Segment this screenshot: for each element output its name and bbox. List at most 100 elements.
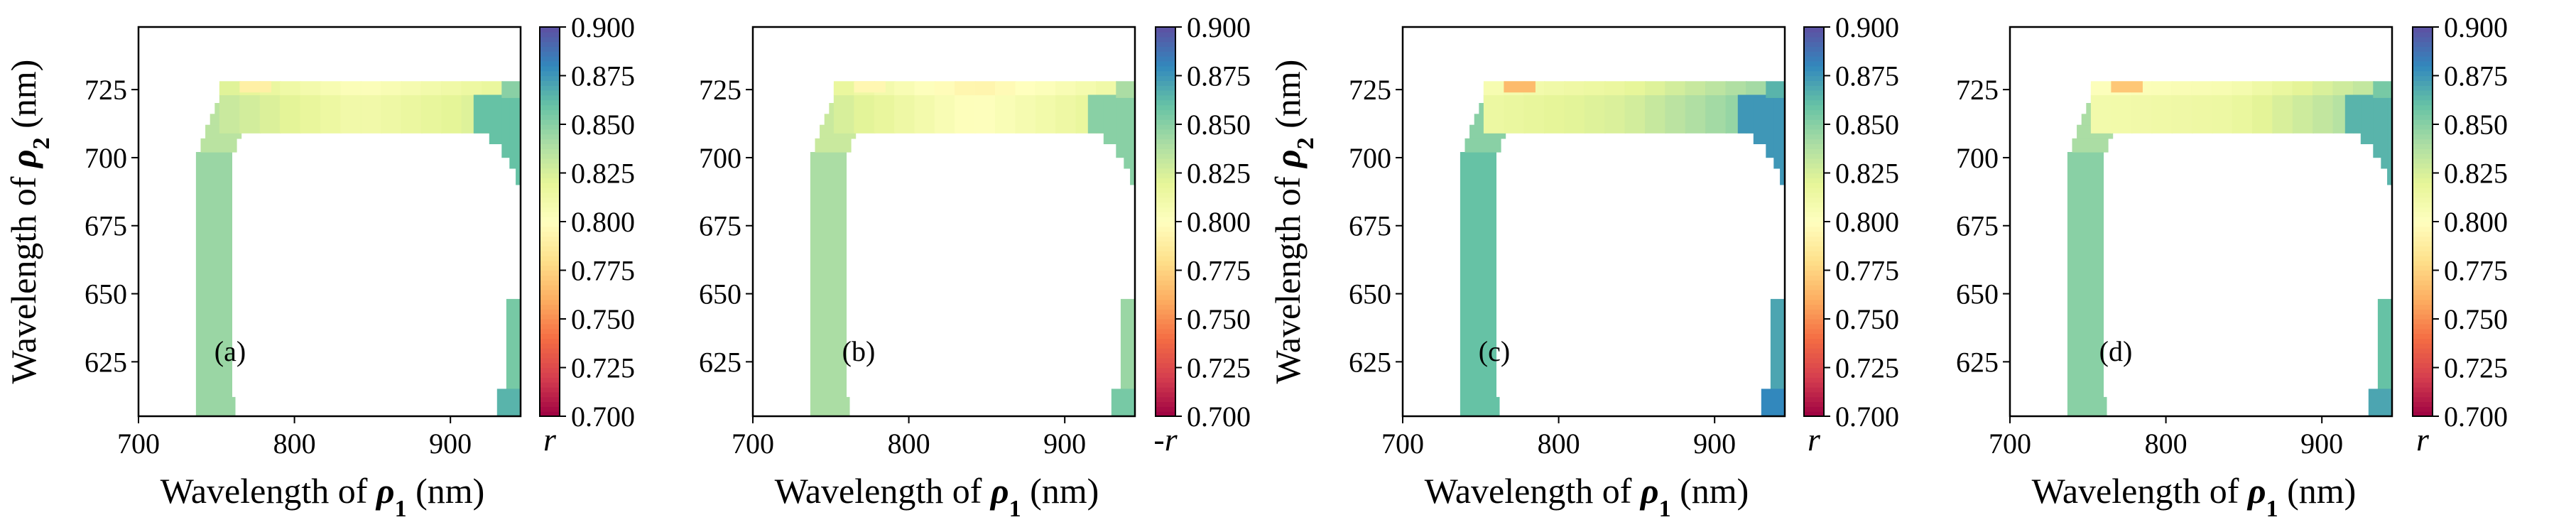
colorbar-band xyxy=(2413,51,2433,57)
y-tick-label: 650 xyxy=(699,278,741,310)
colorbar-band xyxy=(1804,222,1824,227)
colorbar-tick-label: 0.875 xyxy=(2444,60,2508,92)
colorbar-band xyxy=(1156,251,1175,256)
colorbar-band xyxy=(2413,352,2433,359)
colorbar-tick-label: 0.900 xyxy=(571,11,635,43)
colorbar-band xyxy=(1156,119,1175,125)
colorbar-band xyxy=(2413,183,2433,188)
heatmap-cell xyxy=(219,81,241,96)
heatmap-cell xyxy=(2368,389,2393,417)
colorbar-band xyxy=(540,31,560,38)
colorbar-band xyxy=(1804,377,1824,383)
colorbar-band xyxy=(1804,207,1824,212)
colorbar-band xyxy=(1804,94,1824,101)
colorbar-band xyxy=(2413,222,2433,227)
colorbar-band xyxy=(2413,75,2433,81)
colorbar-band xyxy=(2413,94,2433,101)
heatmap-cell xyxy=(1483,81,1505,96)
colorbar-band xyxy=(540,139,560,144)
colorbar-band xyxy=(1156,299,1175,305)
colorbar-band xyxy=(1156,173,1175,178)
heatmap-cell xyxy=(1725,81,1747,96)
colorbar-band xyxy=(2413,377,2433,383)
heatmap-cell xyxy=(1491,396,1500,417)
heatmap-cell xyxy=(1544,81,1566,96)
heatmap-cell xyxy=(401,81,423,96)
colorbar-band xyxy=(2413,323,2433,330)
colorbar-band xyxy=(2413,178,2433,183)
colorbar-band xyxy=(2413,226,2433,232)
colorbar-band xyxy=(540,333,560,339)
colorbar-band xyxy=(1804,348,1824,354)
colorbar-band xyxy=(1804,406,1824,412)
colorbar-band xyxy=(540,56,560,62)
colorbar-band xyxy=(540,80,560,86)
colorbar-band xyxy=(1156,348,1175,354)
colorbar-band xyxy=(540,280,560,286)
y-tick-label: 625 xyxy=(85,346,127,378)
colorbar-band xyxy=(1804,134,1824,140)
colorbar-band xyxy=(2413,343,2433,349)
heatmap-cell xyxy=(380,81,403,96)
colorbar-band xyxy=(1804,56,1824,62)
colorbar-band xyxy=(1156,178,1175,183)
colorbar-band xyxy=(1156,396,1175,403)
colorbar-band xyxy=(2413,41,2433,47)
colorbar-band xyxy=(540,270,560,276)
heatmap-cell xyxy=(1015,81,1037,96)
colorbar-band xyxy=(1804,372,1824,378)
colorbar-band xyxy=(2413,46,2433,52)
colorbar-band xyxy=(540,299,560,305)
colorbar-band xyxy=(540,114,560,120)
colorbar-tick-label: 0.850 xyxy=(1835,109,1899,141)
heatmap-cell xyxy=(1604,81,1626,96)
colorbar-band xyxy=(1804,401,1824,407)
colorbar-band xyxy=(2413,396,2433,403)
panel-label: (c) xyxy=(1479,335,1510,367)
colorbar-band xyxy=(2413,60,2433,67)
plot-frame xyxy=(1401,26,1786,418)
colorbar-band xyxy=(2413,251,2433,256)
colorbar-band xyxy=(1156,51,1175,57)
colorbar-band xyxy=(1804,289,1824,295)
colorbar-band xyxy=(2413,255,2433,261)
y-tick-label: 675 xyxy=(85,210,127,242)
colorbar-band xyxy=(540,178,560,183)
colorbar-band xyxy=(2413,119,2433,125)
panel-a: 700 800 900 625 650 675 700 725 (a) Wavelength of… xyxy=(4,11,635,522)
colorbar-band xyxy=(1804,153,1824,159)
colorbar-tick-label: 0.725 xyxy=(1187,352,1251,384)
heatmap-cell xyxy=(2353,81,2375,96)
heatmap-cell xyxy=(2072,138,2109,153)
colorbar-band xyxy=(540,168,560,174)
plot-frame xyxy=(2009,26,2393,418)
colorbar-band xyxy=(1804,265,1824,271)
colorbar-band xyxy=(1156,27,1175,33)
colorbar-band xyxy=(1804,255,1824,261)
colorbar-band xyxy=(1156,46,1175,52)
colorbar-band xyxy=(540,236,560,241)
panel-label: (b) xyxy=(842,335,876,367)
heatmap-cell xyxy=(2098,396,2107,417)
heatmap-cell xyxy=(2232,81,2254,96)
colorbar-band xyxy=(540,246,560,251)
colorbar-band xyxy=(1804,328,1824,335)
y-tick-label: 625 xyxy=(699,346,741,378)
colorbar-band xyxy=(540,217,560,222)
colorbar-band xyxy=(1156,104,1175,111)
colorbar-tick-label: 0.750 xyxy=(1187,303,1251,335)
colorbar-tick-label: 0.825 xyxy=(2444,158,2508,190)
colorbar-band xyxy=(2413,314,2433,320)
heatmap-cell xyxy=(481,81,504,96)
x-axis-title: Wavelength of ρ1 (nm) xyxy=(2032,471,2357,522)
colorbar-band xyxy=(2413,411,2433,417)
colorbar-band xyxy=(540,411,560,417)
heatmap-cell xyxy=(1665,81,1687,96)
colorbar-title: r xyxy=(2416,421,2430,457)
colorbar-band xyxy=(540,260,560,266)
colorbar-band xyxy=(1804,333,1824,339)
colorbar-band xyxy=(1156,231,1175,237)
heatmap-cell xyxy=(815,138,852,153)
colorbar-band xyxy=(1156,328,1175,335)
colorbar-band xyxy=(1156,352,1175,359)
